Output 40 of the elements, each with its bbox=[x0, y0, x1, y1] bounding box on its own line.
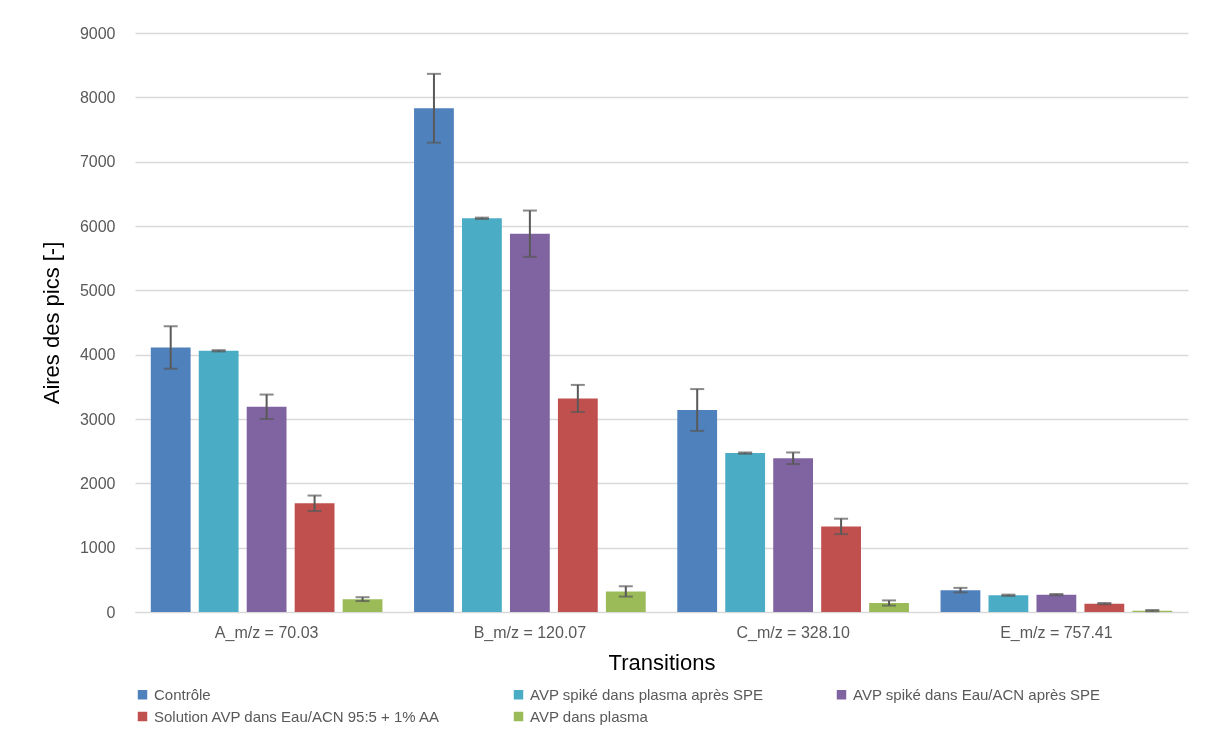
bar bbox=[557, 398, 598, 612]
y-tick-label: 3000 bbox=[79, 410, 116, 428]
y-tick-label: 1000 bbox=[79, 539, 116, 557]
x-tick-label: B_m/z = 120.07 bbox=[473, 623, 587, 642]
bar bbox=[246, 406, 287, 612]
y-tick-label: 6000 bbox=[79, 217, 116, 235]
bar bbox=[940, 590, 981, 612]
x-axis-title: Transitions bbox=[608, 649, 716, 675]
y-tick-label: 4000 bbox=[79, 346, 116, 364]
y-tick-label: 8000 bbox=[79, 88, 116, 106]
bar bbox=[605, 591, 646, 612]
bar bbox=[725, 453, 766, 612]
bar bbox=[294, 503, 335, 612]
y-tick-label: 0 bbox=[106, 603, 116, 621]
y-tick-label: 7000 bbox=[79, 153, 116, 171]
bar bbox=[821, 526, 861, 612]
bar bbox=[1036, 594, 1077, 612]
bar bbox=[773, 458, 814, 612]
bar bbox=[414, 108, 454, 612]
y-axis-title: Aires des pics [-] bbox=[38, 241, 64, 405]
bar bbox=[198, 350, 239, 612]
legend-label: AVP spiké dans Eau/ACN après SPE bbox=[853, 685, 1101, 703]
bar bbox=[509, 233, 550, 612]
legend-label: Contrôle bbox=[154, 685, 211, 703]
bar bbox=[1084, 603, 1125, 612]
legend-label: Solution AVP dans Eau/ACN 95:5 + 1% AA bbox=[154, 707, 440, 725]
bar bbox=[988, 595, 1029, 612]
legend-label: AVP spiké dans plasma après SPE bbox=[530, 685, 763, 703]
bar bbox=[150, 347, 191, 612]
bar bbox=[462, 218, 502, 612]
legend-label: AVP dans plasma bbox=[530, 707, 649, 725]
y-tick-label: 2000 bbox=[79, 474, 116, 492]
bar bbox=[677, 409, 718, 612]
y-tick-label: 5000 bbox=[79, 281, 116, 299]
bar bbox=[869, 602, 909, 612]
y-tick-label: 9000 bbox=[79, 24, 116, 42]
x-tick-label: E_m/z = 757.41 bbox=[1000, 623, 1113, 642]
x-tick-label: A_m/z = 70.03 bbox=[214, 623, 319, 642]
bar bbox=[342, 599, 383, 612]
x-tick-label: C_m/z = 328.10 bbox=[736, 623, 850, 642]
